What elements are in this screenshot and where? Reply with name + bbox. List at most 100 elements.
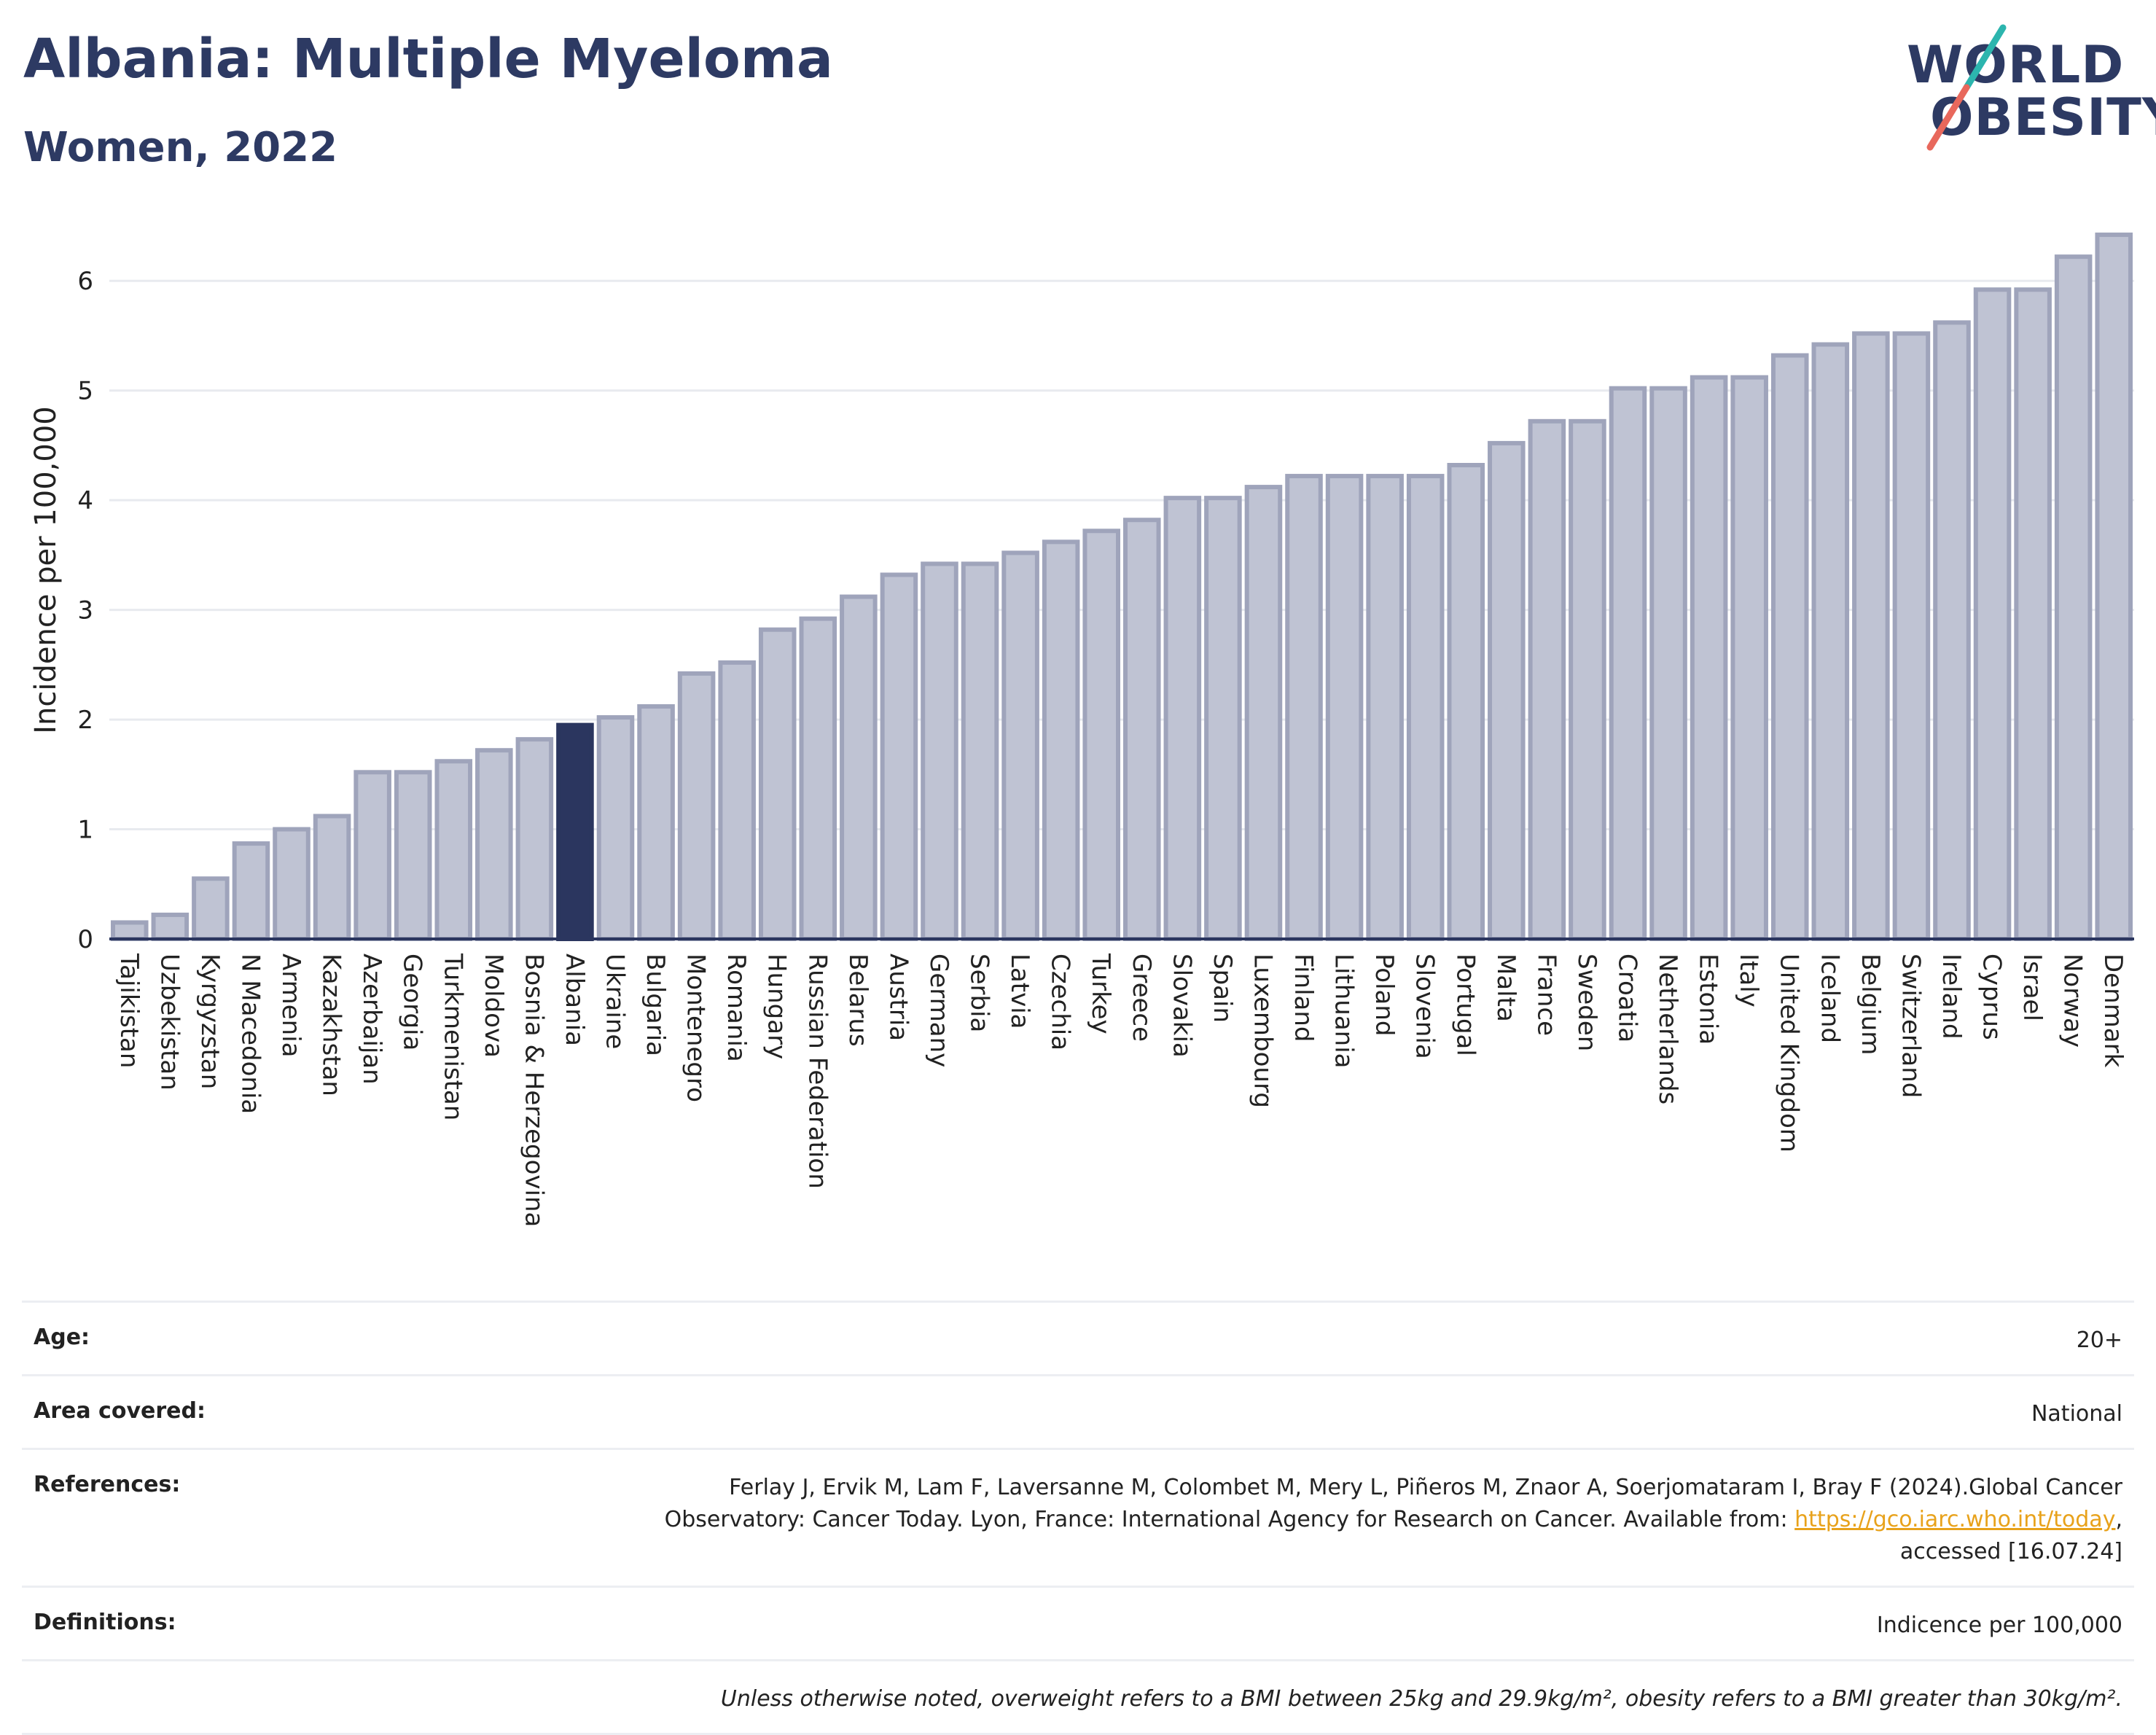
y-tick-label: 3 [77,596,93,625]
y-tick-label: 1 [77,816,93,845]
bar-netherlands [1649,386,1687,941]
bar-malta [1488,440,1526,941]
y-tick-label: 6 [77,267,93,296]
x-tick-label: Greece [1127,954,1156,1042]
x-tick-label: Finland [1289,954,1318,1042]
x-tick-label: Czechia [1046,954,1075,1050]
y-tick-label: 0 [77,925,93,954]
bar-albania [556,722,594,941]
y-tick-label: 2 [77,706,93,735]
age-value: 20+ [2076,1327,2122,1353]
y-tick-label: 4 [77,486,93,515]
x-tick-labels: Tajikistan Uzbekistan Kyrgyzstan N Macedoni… [114,953,2128,1227]
x-tick-label: Belgium [1856,954,1885,1055]
info-row-note: Unless otherwise noted, overweight refer… [22,1659,2134,1735]
bar-latvia [1001,550,1039,941]
bar-denmark [2095,233,2133,941]
bar-czechia [1042,539,1080,941]
references-comma: , [2115,1507,2122,1532]
x-tick-label: Poland [1370,954,1399,1037]
x-tick-label: Netherlands [1653,954,1682,1104]
x-tick-label: Russian Federation [802,954,832,1189]
x-tick-label: Iceland [1815,954,1844,1043]
info-row-definitions: Definitions: Indicence per 100,000 [22,1586,2134,1659]
age-label: Age: [34,1325,90,1350]
x-tick-label: Italy [1734,954,1763,1007]
x-tick-label: Kazakhstan [317,954,346,1096]
x-tick-label: Slovakia [1167,954,1196,1058]
bar-hungary [758,627,797,942]
bar-switzerland [1892,331,1931,941]
x-tick-label: Croatia [1613,954,1642,1042]
bar-turkmenistan [434,759,473,942]
bar-estonia [1690,375,1728,941]
bar-moldova [475,748,513,942]
bar-greece [1123,518,1161,941]
x-tick-label: Cyprus [1977,954,2007,1040]
bar-kyrgyzstan [192,876,230,941]
references-line1: Ferlay J, Ervik M, Lam F, Laversanne M, … [729,1475,2122,1500]
bar-ireland [1933,320,1971,942]
bar-spain [1204,496,1242,941]
bar-slovenia [1406,474,1445,941]
bar-germany [921,561,958,941]
references-line2: Observatory: Cancer Today. Lyon, France:… [664,1507,1795,1532]
x-tick-label: Luxembourg [1248,954,1277,1108]
x-tick-label: Azerbaijan [357,954,386,1085]
logo-line2: OBESITY [1930,87,2156,147]
bar-n-macedonia [232,841,270,942]
bar-serbia [961,561,999,941]
bar-iceland [1811,342,1850,941]
bar-tajikistan [111,920,149,942]
x-tick-label: Norway [2058,954,2087,1048]
page-subtitle: Women, 2022 [23,124,338,171]
bar-romania [718,660,756,941]
info-row-age: Age: 20+ [22,1301,2134,1374]
x-tick-label: Georgia [398,954,427,1050]
x-tick-label: Sweden [1572,954,1601,1051]
bar-italy [1730,375,1768,941]
bar-ukraine [596,715,635,941]
logo-slash-icon [1926,24,2007,151]
x-tick-label: Moldova [479,954,508,1058]
x-tick-label: Uzbekistan [155,954,184,1091]
bar-cyprus [1973,287,2012,941]
definitions-value: Indicence per 100,000 [1876,1613,2122,1638]
x-tick-label: Montenegro [681,954,711,1102]
area-label: Area covered: [34,1398,206,1424]
x-tick-label: Germany [924,954,953,1067]
x-tick-label: Belarus [843,954,872,1047]
bar-united-kingdom [1770,353,1809,941]
references-link[interactable]: https://gco.iarc.who.int/today [1794,1507,2116,1532]
x-tick-label: Latvia [1005,954,1034,1029]
x-tick-label: Turkmenistan [438,953,467,1120]
bars [111,233,2133,942]
x-tick-label: Malta [1491,954,1520,1022]
bmi-note: Unless otherwise noted, overweight refer… [720,1686,2122,1712]
x-tick-label: Austria [883,954,913,1041]
bar-france [1528,418,1566,941]
bar-lithuania [1325,474,1364,941]
definitions-label: Definitions: [34,1610,176,1635]
bar-uzbekistan [151,912,190,941]
bar-norway [2054,254,2093,942]
y-tick-label: 5 [77,377,93,406]
bar-bulgaria [637,704,675,941]
x-tick-label: Slovenia [1410,954,1440,1059]
x-tick-label: Israel [2018,954,2047,1021]
references-line3: accessed [16.07.24] [1899,1539,2122,1564]
page-title: Albania: Multiple Myeloma [23,28,833,90]
bar-belarus [840,594,878,941]
x-tick-label: Bulgaria [641,954,670,1056]
x-tick-label: Romania [722,954,751,1062]
bar-austria [880,572,918,942]
bar-croatia [1609,386,1647,941]
bar-azerbaijan [354,770,391,941]
bar-belgium [1852,331,1890,941]
bar-poland [1366,474,1404,941]
x-tick-label: Hungary [762,954,792,1059]
bar-chart: 0 1 2 3 4 5 6 Tajikistan Uzbekistan Kyrgyzstan N … [29,233,2134,1227]
x-tick-label: Armenia [276,954,305,1058]
y-axis-title: Incidence per 100,000 [29,406,63,734]
bar-turkey [1082,529,1120,941]
